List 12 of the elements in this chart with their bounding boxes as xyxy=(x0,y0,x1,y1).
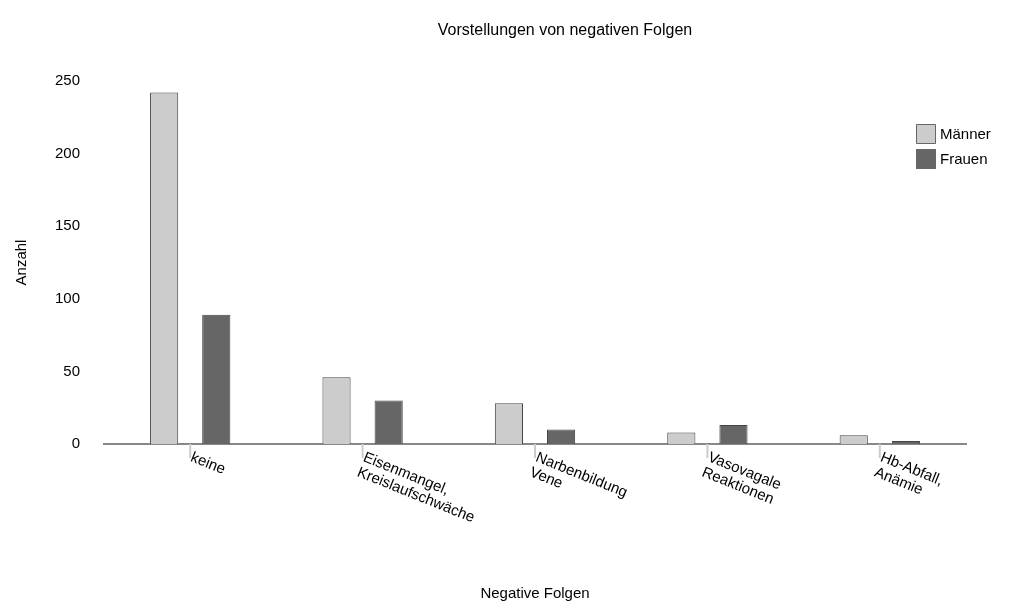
y-tick-label: 150 xyxy=(54,216,80,234)
y-tick-label: 250 xyxy=(54,71,80,89)
chart-title: Vorstellungen von negativen Folgen xyxy=(437,21,693,39)
y-tick-label: 0 xyxy=(71,434,80,452)
legend-label: Frauen xyxy=(940,150,988,168)
x-axis-title: Negative Folgen xyxy=(480,584,590,602)
legend-label: Männer xyxy=(940,125,991,143)
x-tick-label: keine xyxy=(188,447,229,478)
y-axis-title: Anzahl xyxy=(12,239,30,286)
y-tick-label: 100 xyxy=(54,288,80,306)
y-tick-label: 200 xyxy=(54,143,80,161)
y-tick-label: 50 xyxy=(63,361,80,379)
